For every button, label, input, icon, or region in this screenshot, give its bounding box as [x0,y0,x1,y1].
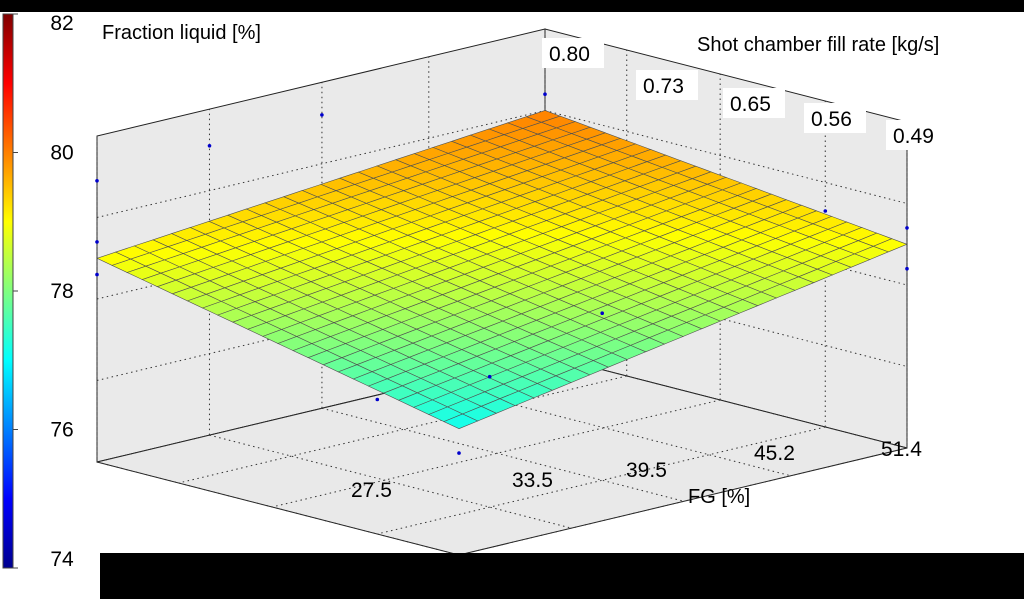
y-tick-label: 0.65 [730,93,771,116]
y-axis-label: Shot chamber fill rate [kg/s] [697,34,939,56]
colorbar-tick-label: 82 [50,12,73,35]
grid-line-z-right [544,273,908,367]
y-tick-label: 0.49 [893,125,934,148]
grid-line-x-floor [544,354,908,449]
grid-line-x-floor [428,382,791,477]
y-tick-box [542,38,604,68]
colorbar-ticks: 82 80 78 76 74 [13,12,74,571]
data-points-front [375,311,604,455]
y-tick-box [723,88,785,118]
surface-cell [443,413,479,430]
response-surface [96,110,908,430]
data-point [905,226,909,230]
colorbar-tick-label: 80 [50,142,73,165]
grid-line-z-right [544,110,908,204]
grid-line-z-right [544,191,908,286]
axes-3d [95,28,909,556]
data-point [543,92,547,96]
y-tick-box [636,70,698,100]
data-point [600,311,604,316]
x-tick-label: 51.4 [881,438,922,461]
colorbar-tick-label: 74 [50,548,74,571]
x-tick-label: 33.5 [512,469,553,492]
x-tick-labels: 27.5 33.5 39.5 45.2 51.4 [351,438,922,502]
colorbar-tick-label: 78 [50,280,73,303]
grid-line-y-floor [96,354,546,463]
data-point [320,113,324,117]
grid-line-y-floor [377,426,826,535]
y-tick-label: 0.73 [643,75,684,98]
colorbar [2,13,14,569]
grid-line-y-floor [458,447,908,556]
z-axis-label: Fraction liquid [%] [102,22,261,44]
data-point [375,397,380,402]
left-panel [0,12,100,599]
data-point [905,266,909,271]
grid-line-x-floor [321,407,685,502]
y-tick-box [804,103,866,133]
x-tick-label: 39.5 [626,459,667,482]
data-point [487,374,492,379]
x-axis-label: FG [%] [688,486,750,508]
grid-line-z-back [96,110,546,218]
y-tick-box [886,120,948,150]
data-point [207,144,212,148]
grid-line-x-floor [96,461,460,556]
grid-line-x-floor [209,434,572,529]
x-tick-label: 27.5 [351,479,392,502]
y-tick-labels: 0.80 0.73 0.65 0.56 0.49 [542,38,948,150]
data-point [457,451,461,455]
data-point [95,240,99,244]
data-point [95,272,99,277]
x-tick-label: 45.2 [754,442,795,465]
colorbar-tick-label: 76 [50,419,73,442]
grid-line-y-floor [272,399,721,508]
grid-line-y-floor [178,375,627,484]
data-point [823,209,828,213]
y-tick-label: 0.56 [811,108,852,131]
data-point [95,179,99,183]
bottom-band [100,553,1024,599]
y-tick-label: 0.80 [549,43,590,66]
